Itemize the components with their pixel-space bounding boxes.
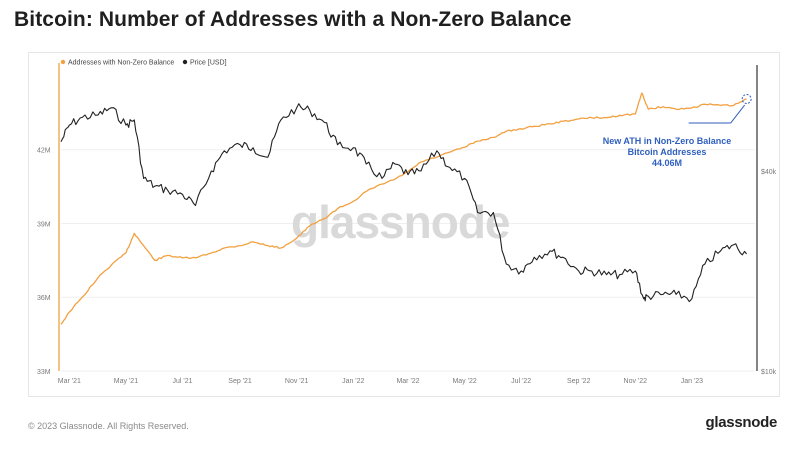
legend-dot <box>182 59 188 65</box>
y-left-tick-label: 42M <box>37 148 51 155</box>
x-tick-label: Jan '22 <box>342 378 364 385</box>
legend: Addresses with Non-Zero Balance Price [US… <box>60 59 227 67</box>
annotation-arrow <box>730 104 746 124</box>
x-tick-label: Jul '22 <box>511 378 531 385</box>
y-left-tick-label: 39M <box>37 221 51 228</box>
x-tick-label: Nov '22 <box>624 378 648 385</box>
annotation-text: New ATH in Non-Zero Balance <box>603 136 732 146</box>
y-right-tick-label: $40k <box>761 169 777 176</box>
x-tick-label: Jan '23 <box>681 378 703 385</box>
y-right-tick-label: $10k <box>761 369 777 376</box>
y-left-tick-label: 36M <box>37 295 51 302</box>
x-tick-label: Sep '21 <box>228 378 252 385</box>
page-title: Bitcoin: Number of Addresses with a Non-… <box>14 8 572 31</box>
legend-label: Price [USD] <box>190 60 227 67</box>
watermark: glassnode <box>291 196 510 248</box>
y-axis-left: 33M 36M 39M 42M <box>37 63 60 376</box>
legend-dot <box>60 59 66 65</box>
y-axis-right: $10k $40k <box>756 65 777 376</box>
x-tick-label: Mar '22 <box>396 378 419 385</box>
x-tick-label: Sep '22 <box>567 378 591 385</box>
x-tick-label: Nov '21 <box>285 378 309 385</box>
copyright-text: © 2023 Glassnode. All Rights Reserved. <box>28 421 189 431</box>
series-line-price <box>60 103 748 303</box>
annotation-text: 44.06M <box>652 158 682 168</box>
chart-panel: glassnode Addresses with Non-Zero Balanc… <box>28 52 780 397</box>
series-lines <box>60 92 748 325</box>
x-tick-label: May '22 <box>452 378 476 385</box>
x-tick-label: Jul '21 <box>173 378 193 385</box>
legend-label: Addresses with Non-Zero Balance <box>68 60 174 67</box>
chart-svg: glassnode Addresses with Non-Zero Balanc… <box>37 59 777 386</box>
y-left-tick-label: 33M <box>37 369 51 376</box>
grid <box>61 149 755 372</box>
brand-logo[interactable]: glassnode <box>705 414 778 431</box>
x-tick-label: Mar '21 <box>58 378 81 385</box>
annotation-text: Bitcoin Addresses <box>628 147 707 157</box>
x-tick-label: May '21 <box>114 378 138 385</box>
series-line-addresses <box>60 92 747 325</box>
x-axis: Mar '21 May '21 Jul '21 Sep '21 Nov '21 Jan '… <box>58 378 703 385</box>
annotation-marker <box>741 94 752 105</box>
